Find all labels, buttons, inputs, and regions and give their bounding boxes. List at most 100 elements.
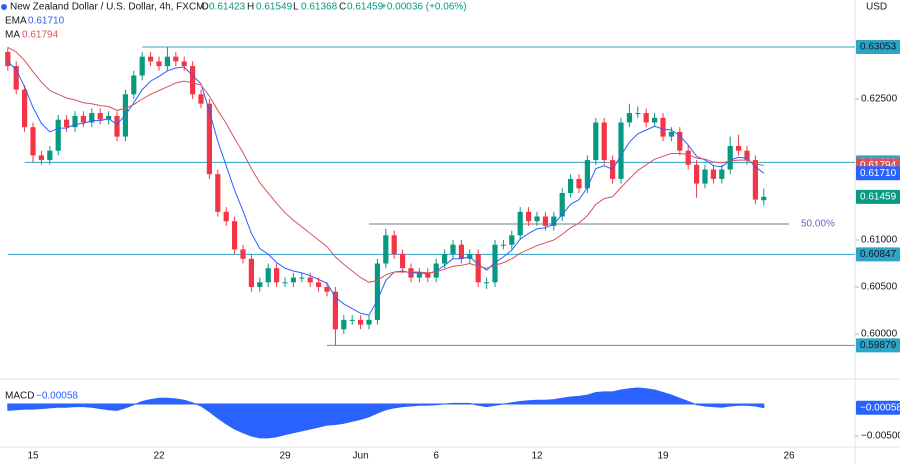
candle-body (139, 56, 145, 76)
level-badge: 0.59879 (860, 340, 897, 351)
currency: USD (866, 2, 887, 13)
level-badge: 0.60847 (860, 249, 897, 260)
legend-value: 0.61710 (28, 16, 65, 27)
candle-body (358, 319, 364, 325)
candle-body (240, 249, 246, 259)
fib-label: 50.00% (801, 219, 835, 230)
ema-badge: 0.61710 (860, 168, 897, 179)
candle-body (274, 268, 280, 283)
candle-body (509, 235, 515, 245)
candle-body (542, 216, 548, 226)
x-tick-label: 29 (279, 451, 291, 462)
symbol-icon (1, 4, 7, 10)
ohlc-key: H (247, 2, 254, 13)
level-badge-bg (856, 40, 900, 55)
candle-body (526, 211, 532, 222)
candle-body (668, 131, 674, 137)
candle-body (626, 113, 632, 123)
candle-body (400, 254, 406, 269)
y-tick-label: 0.61000 (861, 235, 898, 246)
candle-body (89, 113, 95, 123)
candle-body (652, 117, 658, 123)
candle-body (265, 268, 271, 283)
candle-body (517, 211, 523, 236)
ohlc-key: O (201, 2, 209, 13)
ohlc-value: 0.61459 (347, 2, 384, 13)
candle-body (416, 272, 422, 278)
candle-body (257, 282, 263, 288)
price-badge: 0.61459 (860, 191, 897, 202)
candle-body (568, 178, 574, 193)
candle-body (324, 287, 330, 292)
candle-body (13, 66, 19, 90)
candle-body (374, 263, 380, 320)
candle-body (97, 113, 103, 120)
ohlc-value: 0.61423 (209, 2, 246, 13)
candle-body (5, 51, 11, 67)
candle-body (299, 277, 305, 279)
candle-body (761, 196, 767, 201)
candle-body (206, 103, 212, 175)
candle-body (500, 244, 506, 246)
candle-body (685, 150, 691, 165)
macd-badge-bg (856, 400, 900, 415)
candle-body (148, 56, 154, 62)
candle-body (618, 122, 624, 179)
candle-body (484, 282, 490, 284)
candle-body (593, 122, 599, 161)
legend-name: MA (5, 30, 20, 41)
candle-body (576, 178, 582, 189)
candle-body (702, 169, 708, 184)
y-tick-label: 0.62500 (861, 94, 898, 105)
candle-body (215, 174, 221, 212)
x-tick-label: 6 (433, 451, 439, 462)
x-tick-label: 26 (783, 451, 795, 462)
x-tick-label: 22 (153, 451, 165, 462)
candle-body (307, 277, 313, 283)
candle-body (232, 221, 238, 250)
x-tick-label: 12 (531, 451, 543, 462)
ohlc-key: L (293, 2, 299, 13)
candle-body (173, 56, 179, 62)
candle-body (64, 119, 70, 128)
level-badge: 0.63053 (860, 42, 897, 53)
candle-body (601, 122, 607, 161)
candle-body (736, 145, 742, 151)
indicator-line (7, 46, 764, 283)
macd-badge: −0.00058 (860, 402, 900, 413)
candle-body (349, 319, 355, 321)
change: +0.00036 (+0.06%) (381, 2, 467, 13)
candle-body (694, 164, 700, 184)
ohlc-value: 0.61368 (301, 2, 338, 13)
candle-body (106, 115, 112, 120)
candle-body (47, 150, 53, 161)
candle-body (341, 319, 347, 330)
candle-body (198, 94, 204, 104)
candle-body (22, 89, 28, 128)
candle-body (366, 319, 372, 325)
candle-body (442, 254, 448, 264)
candle-body (551, 216, 557, 226)
x-tick-label: Jun (353, 451, 369, 462)
x-tick-label: 19 (657, 451, 669, 462)
candle-body (475, 254, 481, 283)
candle-body (55, 119, 61, 151)
candle-body (114, 115, 120, 137)
candle-body (181, 61, 187, 67)
candle-body (450, 244, 456, 255)
x-tick-label: 15 (27, 451, 39, 462)
candle-body (248, 258, 254, 288)
ema-badge-bg (856, 166, 900, 181)
candle-body (80, 115, 86, 123)
macd-tick-label: −0.00500 (861, 431, 900, 442)
candle-body (559, 192, 565, 217)
candle-body (223, 211, 229, 222)
candle-body (660, 117, 666, 137)
candle-body (190, 66, 196, 95)
candle-body (332, 291, 338, 330)
legend-value: 0.61794 (22, 30, 59, 41)
candle-body (719, 169, 725, 179)
ma-badge: 0.61794 (860, 160, 897, 171)
candle-body (584, 160, 590, 189)
